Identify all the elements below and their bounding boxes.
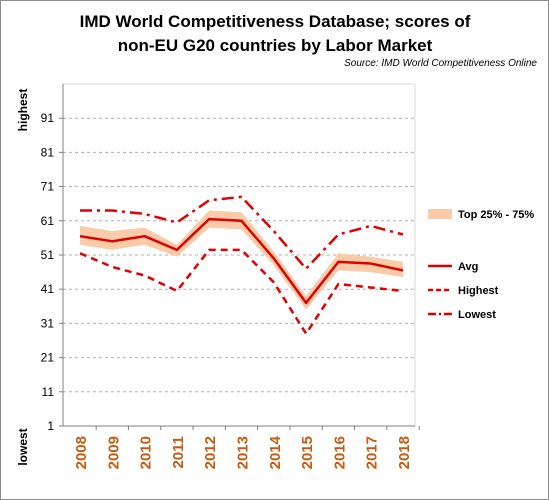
- x-tick-label: 2015: [299, 436, 316, 469]
- y-tick-label: 31: [41, 316, 55, 330]
- x-tick-label: 2012: [202, 436, 219, 469]
- legend-label-highest: Highest: [458, 285, 499, 297]
- series-line-avg: [79, 217, 404, 305]
- y-tick-label: 81: [41, 145, 55, 159]
- y-axis-label-lowest: lowest: [16, 428, 30, 465]
- x-tick-label: 2010: [138, 436, 155, 469]
- y-tick-label: 51: [41, 248, 55, 262]
- y-tick-label: 1: [47, 419, 54, 433]
- x-tick-label: 2014: [267, 435, 284, 469]
- x-tick-label: 2011: [170, 436, 187, 469]
- y-tick-label: 21: [41, 351, 55, 365]
- series-line-highest: [79, 248, 404, 335]
- legend-label-band: Top 25% - 75%: [458, 209, 534, 221]
- x-tick-label: 2018: [396, 436, 413, 469]
- x-tick-label: 2009: [105, 436, 122, 469]
- legend-label-lowest: Lowest: [458, 309, 496, 321]
- legend-label-avg: Avg: [458, 261, 478, 273]
- y-tick-label: 61: [41, 214, 55, 228]
- y-tick-label: 11: [42, 385, 55, 399]
- chart-title-line-2: non-EU G20 countries by Labor Market: [117, 36, 433, 55]
- legend-swatch-band: [428, 209, 452, 219]
- series-line-lowest: [80, 195, 404, 270]
- x-tick-label: 2016: [331, 436, 348, 469]
- y-axis-label-highest: highest: [16, 89, 30, 132]
- x-tick-label: 2008: [73, 436, 90, 469]
- chart-title-line-1: IMD World Competitiveness Database; scor…: [79, 12, 471, 31]
- x-tick-label: 2013: [235, 436, 252, 469]
- y-tick-label: 71: [41, 180, 55, 194]
- y-tick-label: 41: [41, 282, 55, 296]
- y-tick-label: 91: [41, 111, 55, 125]
- x-tick-label: 2017: [364, 436, 381, 469]
- source-note: Source: IMD World Competitiveness Online: [344, 58, 537, 69]
- quartile-band: [80, 210, 403, 310]
